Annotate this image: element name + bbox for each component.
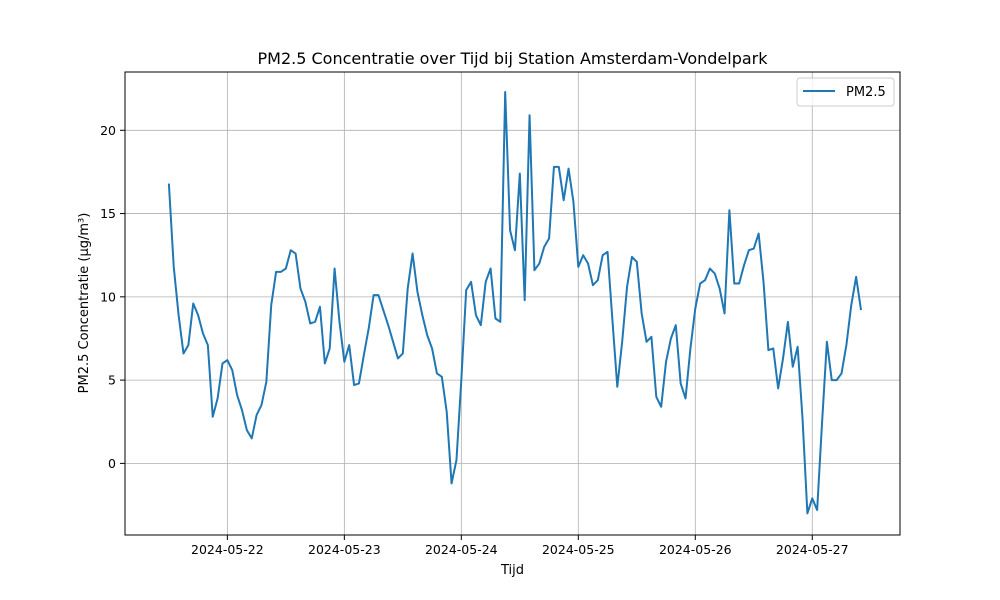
- y-tick-label: 5: [108, 373, 116, 388]
- plot-lines: [167, 90, 862, 515]
- series-line-0: [167, 90, 862, 515]
- x-tick-label: 2024-05-26: [659, 542, 732, 557]
- x-tick-label: 2024-05-22: [191, 542, 264, 557]
- legend-box: [796, 77, 895, 107]
- x-axis-ticks: 2024-05-22 2024-05-23 2024-05-24 2024-05-25…: [191, 535, 849, 557]
- gridlines: [125, 72, 900, 535]
- x-axis-label: Tijd: [500, 563, 524, 578]
- y-tick-label: 15: [100, 206, 116, 221]
- legend-label: PM2.5: [846, 85, 886, 100]
- chart-title: PM2.5 Concentratie over Tijd bij Station…: [258, 49, 769, 68]
- y-tick-label: 0: [108, 456, 116, 471]
- y-axis-label: PM2.5 Concentratie (µg/m³): [77, 213, 92, 394]
- y-axis-ticks: 0 5 10 15 20: [100, 123, 125, 471]
- legend: PM2.5: [796, 77, 895, 107]
- x-tick-label: 2024-05-24: [425, 542, 498, 557]
- y-tick-label: 10: [100, 289, 116, 304]
- x-tick-label: 2024-05-23: [308, 542, 381, 557]
- plot-frame: [124, 71, 901, 536]
- x-tick-label: 2024-05-27: [776, 542, 849, 557]
- y-tick-label: 20: [100, 123, 116, 138]
- x-tick-label: 2024-05-25: [542, 542, 615, 557]
